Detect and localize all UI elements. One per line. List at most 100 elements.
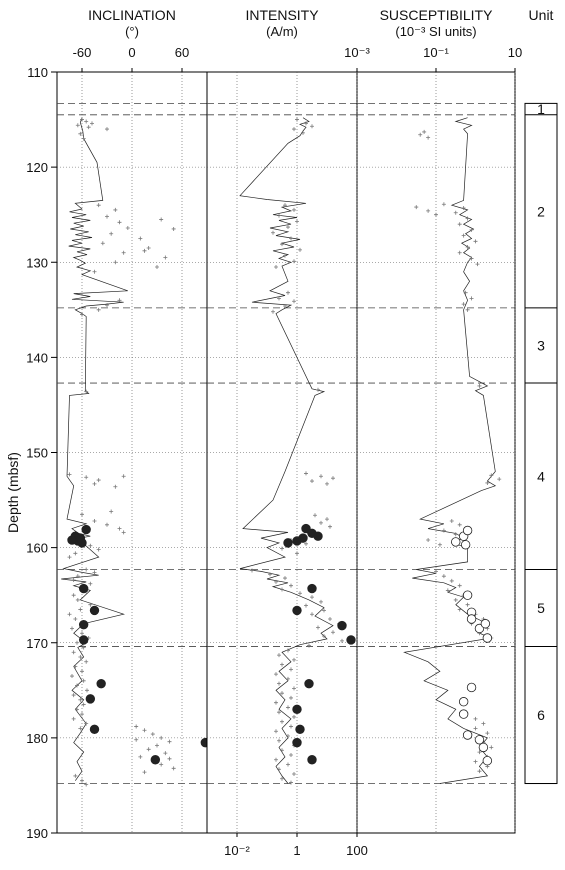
panel-unit-label: (10⁻³ SI units): [395, 24, 476, 39]
data-point-cross: [473, 759, 478, 764]
data-point-cross: [159, 735, 164, 740]
depth-tick-label: 120: [26, 160, 48, 175]
data-point-cross: [277, 296, 281, 301]
panels: -60 0 60 INCLINATION(°) 10⁻² 1 100 INTENSITY(A/…: [56, 7, 522, 858]
data-point-circle: [89, 724, 100, 735]
depth-tick-label: 160: [26, 541, 48, 556]
data-point-circle: [462, 525, 473, 536]
data-point-cross: [280, 546, 284, 551]
data-point-cross: [292, 207, 296, 212]
data-point-cross: [105, 127, 109, 132]
unit-label: 3: [537, 337, 545, 353]
data-point-circle: [200, 737, 207, 748]
data-point-cross: [310, 595, 314, 600]
data-point-cross: [477, 383, 482, 388]
data-point-cross: [274, 672, 278, 677]
data-point-cross: [328, 524, 332, 529]
data-point-cross: [121, 474, 126, 479]
data-point-cross: [426, 208, 431, 213]
data-point-cross: [316, 625, 320, 630]
data-point-cross: [457, 522, 462, 527]
x-tick-label: 10⁻¹: [423, 45, 449, 60]
data-point-circle: [478, 742, 489, 753]
data-point-cross: [171, 766, 176, 771]
x-tick-label: 60: [175, 45, 189, 60]
data-point-cross: [271, 309, 275, 314]
data-line-series: [61, 117, 128, 781]
data-point-cross: [441, 202, 446, 207]
panel-unit-label: (A/m): [266, 24, 298, 39]
data-point-cross: [105, 214, 109, 219]
data-point-circle: [482, 633, 493, 643]
data-point-cross: [280, 691, 284, 696]
data-point-cross: [304, 471, 308, 476]
unit-column: Unit 1 2 3 4 5 6: [524, 7, 558, 785]
data-point-cross: [92, 518, 97, 523]
data-point-cross: [81, 645, 86, 650]
data-point-circle: [292, 605, 302, 616]
data-point-cross: [80, 117, 84, 122]
data-point-cross: [96, 547, 101, 552]
data-point-circle: [292, 704, 302, 715]
data-point-cross: [469, 296, 474, 301]
data-point-circle: [313, 531, 323, 541]
data-point-cross: [286, 225, 290, 230]
data-point-cross: [75, 640, 79, 645]
data-point-circle: [337, 620, 347, 631]
data-point-cross: [96, 307, 101, 312]
data-point-cross: [125, 226, 130, 231]
data-point-cross: [71, 593, 76, 598]
data-point-cross: [113, 484, 118, 489]
depth-tick-label: 170: [26, 636, 48, 651]
x-tick-label: 10⁻³: [344, 45, 370, 60]
data-point-cross: [280, 719, 284, 724]
data-point-cross: [453, 532, 458, 537]
unit-column-header: Unit: [529, 7, 554, 23]
data-point-cross: [84, 782, 89, 787]
data-point-cross: [449, 578, 454, 583]
data-point-cross: [75, 574, 80, 579]
x-tick-label: 10⁻²: [224, 843, 250, 858]
data-point-cross: [286, 762, 290, 767]
data-point-cross: [328, 616, 332, 621]
data-point-circle: [307, 755, 317, 765]
data-point-circle: [458, 709, 469, 719]
data-point-cross: [319, 474, 323, 479]
unit-label: 6: [537, 707, 545, 723]
data-point-cross: [325, 517, 329, 522]
data-point-cross: [73, 551, 78, 556]
data-point-cross: [80, 512, 84, 517]
data-point-cross: [277, 681, 281, 686]
data-point-cross: [92, 269, 97, 274]
data-point-cross: [477, 769, 482, 774]
x-tick-label: 10: [508, 45, 522, 60]
data-point-circle: [466, 682, 477, 693]
data-point-cross: [138, 754, 143, 759]
data-point-cross: [92, 481, 97, 486]
data-point-cross: [134, 737, 139, 742]
data-point-cross: [457, 222, 462, 227]
data-line-series: [403, 117, 497, 784]
data-point-cross: [475, 262, 480, 267]
data-point-circle: [462, 590, 473, 600]
data-point-cross: [295, 219, 299, 224]
data-point-cross: [78, 131, 83, 136]
x-tick-label: 0: [128, 45, 135, 60]
data-point-cross: [277, 213, 281, 218]
data-point-cross: [117, 220, 122, 225]
data-point-cross: [70, 674, 74, 679]
data-point-cross: [70, 626, 74, 631]
data-point-circle: [480, 619, 491, 629]
data-point-cross: [457, 607, 462, 612]
data-point-cross: [319, 520, 323, 525]
data-point-circle: [78, 583, 89, 594]
data-point-cross: [84, 659, 89, 664]
data-point-cross: [289, 695, 293, 700]
data-point-cross: [280, 662, 284, 667]
data-point-cross: [457, 250, 462, 255]
unit-label: 5: [537, 600, 545, 616]
data-point-cross: [277, 767, 281, 772]
data-point-cross: [453, 597, 458, 602]
data-point-cross: [422, 129, 427, 134]
